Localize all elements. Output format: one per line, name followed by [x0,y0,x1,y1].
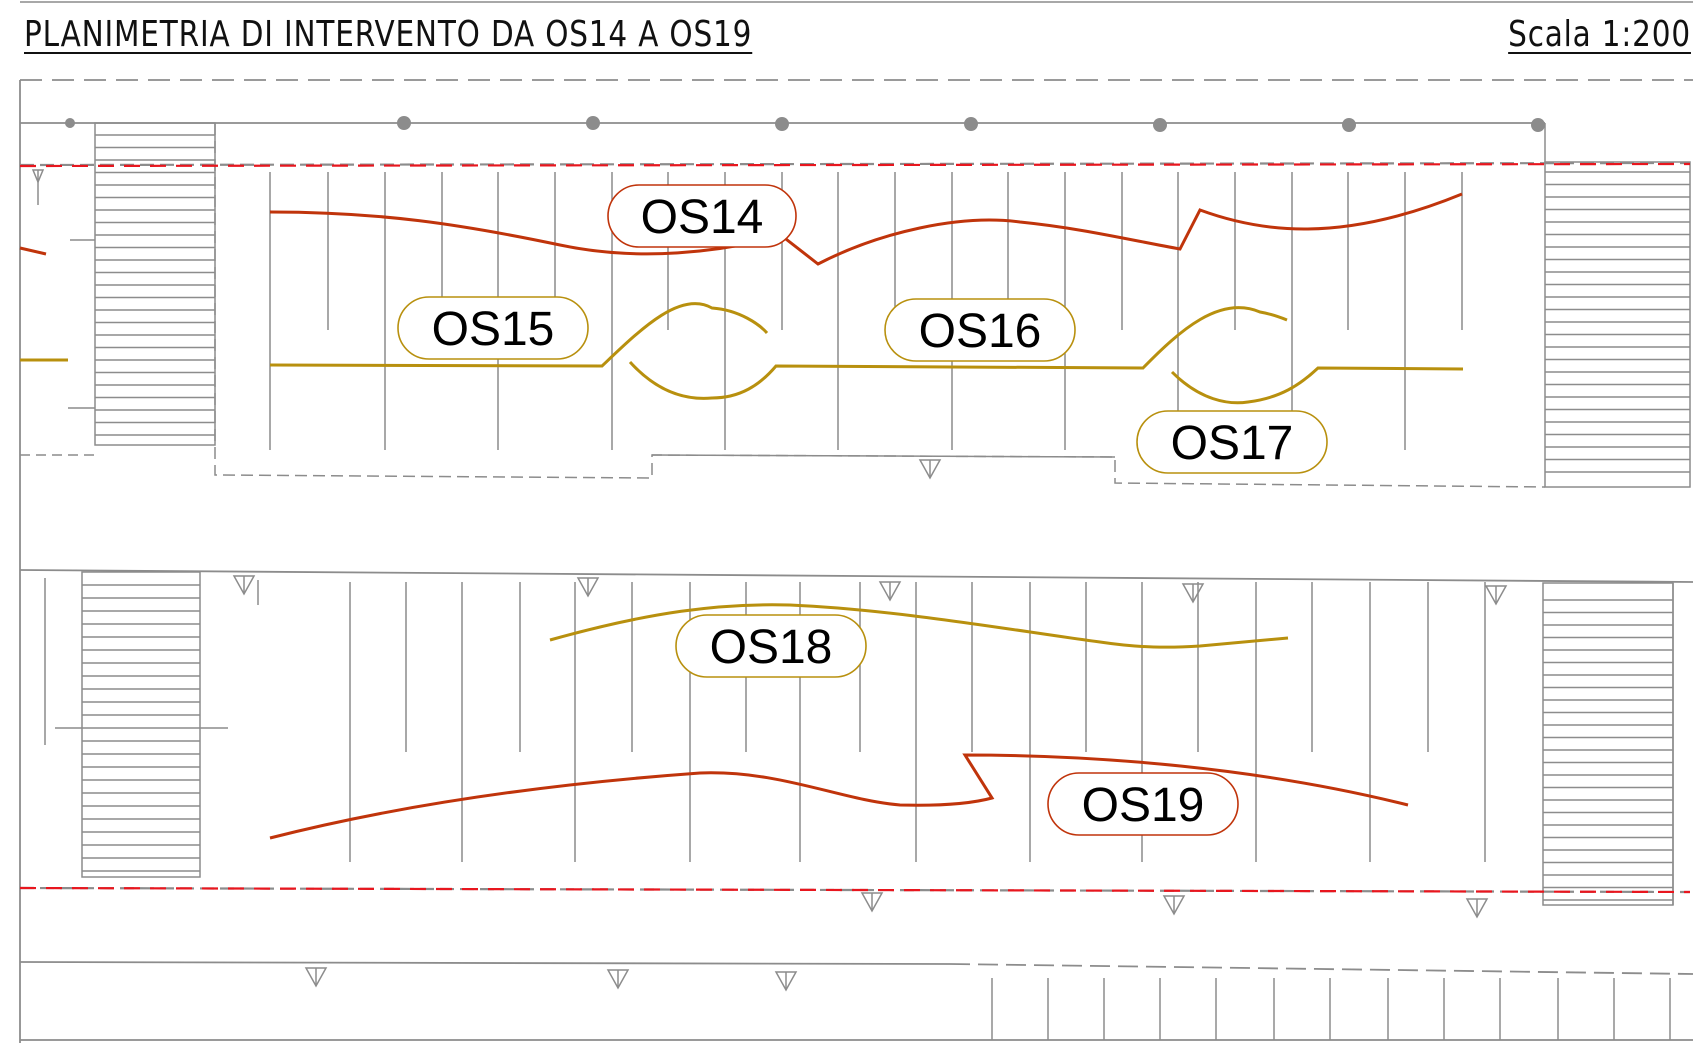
trace-os19 [269,753,1409,840]
trace-os14 [19,192,1463,266]
stairs-right-bottom [1542,582,1674,906]
label-text-os17: OS17 [1171,417,1294,470]
stairs-left-bottom [81,571,201,878]
label-os18: OS18 [675,614,867,678]
label-os16: OS16 [884,298,1076,362]
label-text-os14: OS14 [641,191,764,244]
label-os15: OS15 [397,296,589,360]
label-os17: OS17 [1136,410,1328,474]
label-text-os18: OS18 [710,621,833,674]
label-os14: OS14 [607,184,797,248]
drawing-frame [19,79,1693,1043]
scale-label: Scala 1:200 [1508,14,1691,55]
left-stub [20,169,259,745]
label-text-os19: OS19 [1082,779,1205,832]
trace-os15-os16-os17 [20,302,1464,405]
trace-os18 [549,603,1289,649]
label-os19: OS19 [1047,772,1239,836]
boundary-lines [19,161,1691,894]
drain-markers [232,459,1508,992]
label-text-os16: OS16 [919,305,1042,358]
column-markers [65,116,1545,132]
stairs-right-top [1544,123,1691,488]
plan-title: PLANIMETRIA DI INTERVENTO DA OS14 A OS19 [24,14,753,55]
stairs-left-top [94,122,216,446]
top-block-outline [214,123,1546,488]
label-text-os15: OS15 [432,303,555,356]
